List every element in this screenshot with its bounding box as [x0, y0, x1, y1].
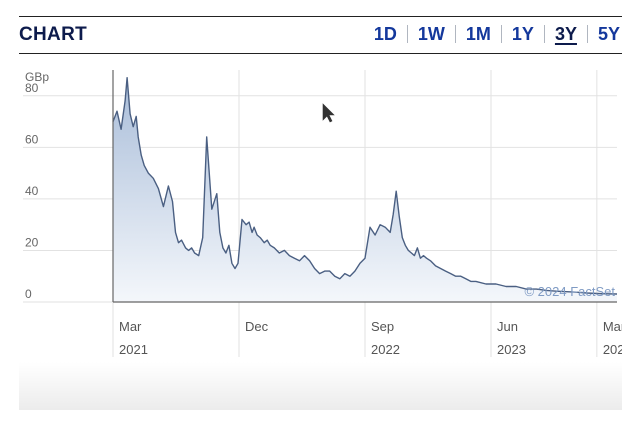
y-tick-label: 0: [25, 287, 32, 301]
range-3y[interactable]: 3Y: [554, 24, 577, 44]
range-1y[interactable]: 1Y: [511, 24, 534, 44]
range-divider: [543, 25, 545, 43]
price-area-fill: [113, 77, 617, 302]
range-divider: [406, 25, 408, 43]
y-axis-label: GBp: [25, 70, 49, 84]
factset-watermark: © 2024 FactSet: [524, 284, 615, 299]
y-tick-label: 80: [25, 81, 39, 95]
range-5y[interactable]: 5Y: [597, 24, 620, 44]
range-1w[interactable]: 1W: [417, 24, 445, 44]
chart-header: CHART 1D 1W 1M 1Y 3Y 5Y: [19, 16, 622, 54]
range-divider: [454, 25, 456, 43]
x-tick-month: Dec: [245, 319, 269, 334]
x-tick-year: 2023: [497, 342, 526, 357]
range-divider: [586, 25, 588, 43]
chart-title: CHART: [19, 24, 87, 45]
y-tick-label: 20: [25, 235, 39, 249]
x-tick-year: 2024: [603, 342, 622, 357]
range-divider: [500, 25, 502, 43]
range-selector: 1D 1W 1M 1Y 3Y 5Y: [364, 24, 622, 44]
y-tick-label: 60: [25, 132, 39, 146]
mouse-cursor-icon: [322, 103, 335, 123]
chart-footer-band: [19, 362, 622, 410]
x-tick-year: 2022: [371, 342, 400, 357]
x-tick-year: 2021: [119, 342, 148, 357]
x-tick-month: Mar: [603, 319, 622, 334]
x-tick-month: Jun: [497, 319, 518, 334]
range-1d[interactable]: 1D: [373, 24, 397, 44]
range-1m[interactable]: 1M: [465, 24, 491, 44]
x-tick-month: Sep: [371, 319, 394, 334]
x-tick-month: Mar: [119, 319, 142, 334]
y-tick-label: 40: [25, 184, 39, 198]
price-series-line: [112, 77, 618, 295]
